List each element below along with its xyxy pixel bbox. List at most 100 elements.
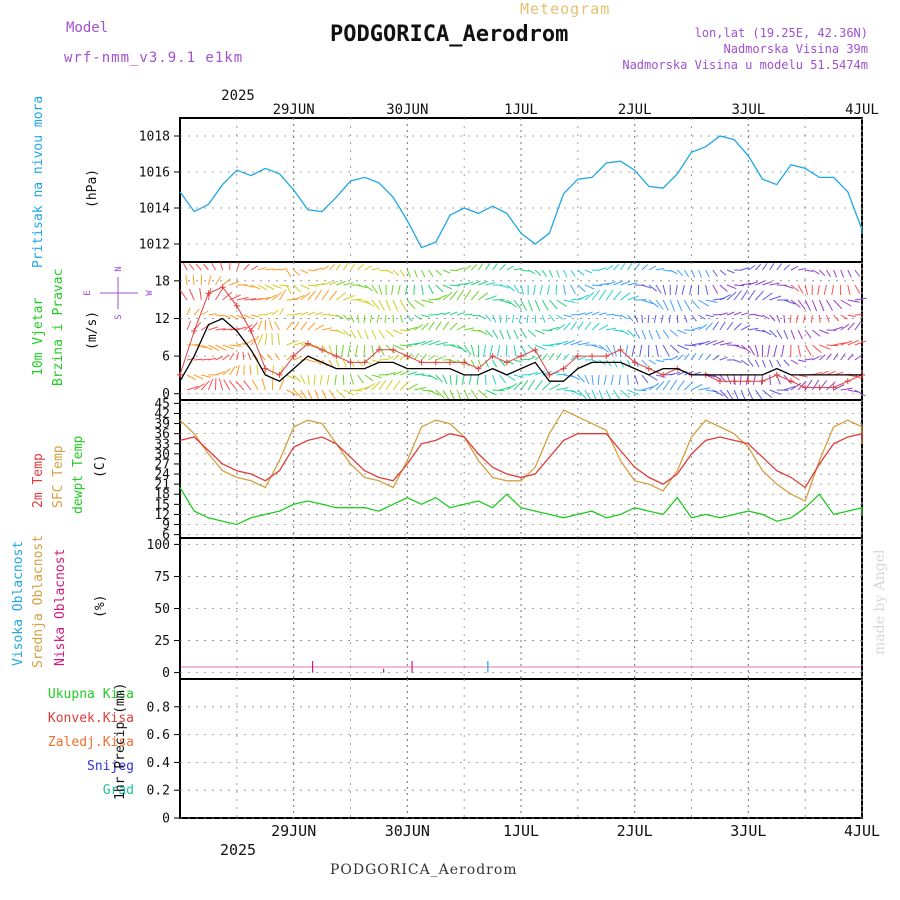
wind-arrow bbox=[392, 299, 399, 312]
wind-arrow bbox=[421, 269, 426, 278]
wind-arrow bbox=[428, 354, 436, 361]
wind-arrow bbox=[783, 264, 791, 271]
wind-arrow bbox=[620, 329, 630, 336]
wind-arrow bbox=[347, 344, 351, 357]
wind-arrow bbox=[783, 299, 796, 305]
wind-arrow bbox=[541, 381, 552, 391]
wind-arrow bbox=[520, 269, 529, 272]
wind-arrow bbox=[293, 374, 302, 383]
wind-arrow bbox=[354, 344, 359, 357]
wind-arrow bbox=[606, 327, 617, 331]
temp-tick-label: 42 bbox=[154, 407, 170, 422]
wind-arrow bbox=[492, 329, 499, 339]
wind-arrow bbox=[570, 374, 580, 381]
wind-arrow bbox=[207, 288, 212, 301]
wind-arrow bbox=[363, 314, 366, 324]
wind-arrow bbox=[350, 374, 355, 385]
wind-arrow bbox=[797, 329, 803, 340]
wind-arrow bbox=[606, 281, 616, 286]
gust-marker bbox=[432, 359, 439, 366]
wind-arrow bbox=[520, 358, 530, 361]
wind-tick-label: 18 bbox=[154, 274, 170, 289]
wind-arrow bbox=[307, 284, 318, 287]
wind-arrow bbox=[549, 326, 560, 331]
wind-arrow bbox=[541, 269, 547, 278]
wind-arrow bbox=[826, 269, 832, 278]
wind-arrow bbox=[840, 314, 848, 320]
wind-arrow bbox=[819, 380, 827, 391]
cloud-title-low: Niska Oblacnost bbox=[53, 549, 68, 666]
wind-arrow bbox=[435, 312, 444, 316]
wind-unit: (m/s) bbox=[85, 311, 100, 350]
wind-arrow bbox=[655, 374, 666, 378]
footer-station: PODGORICA_Aerodrom bbox=[330, 862, 518, 878]
wind-arrow bbox=[847, 353, 854, 361]
wind-arrow bbox=[677, 344, 689, 350]
wind-arrow bbox=[534, 380, 543, 391]
wind-arrow bbox=[286, 389, 298, 396]
gust-marker bbox=[333, 353, 340, 360]
wind-arrow bbox=[266, 353, 273, 361]
wind-arrow bbox=[549, 314, 555, 322]
temperature-panel: 2m Temp SFC Temp dewpt Temp (C) 69121518… bbox=[31, 397, 863, 543]
wind-arrow bbox=[250, 265, 259, 271]
wind-arrow bbox=[755, 263, 762, 271]
wind-arrow bbox=[236, 326, 247, 331]
wind-arrow bbox=[314, 312, 323, 316]
wind-arrow bbox=[634, 263, 640, 271]
wind-arrow bbox=[748, 313, 757, 316]
wind-arrow bbox=[435, 389, 445, 399]
wind-arrow bbox=[243, 284, 254, 288]
wind-arrow bbox=[748, 327, 759, 331]
wind-arrow bbox=[741, 312, 750, 316]
wind-arrow bbox=[819, 269, 826, 277]
wind-arrow bbox=[250, 314, 259, 318]
wind-arrow bbox=[499, 359, 506, 367]
wind-arrow bbox=[257, 284, 268, 291]
wind-arrow bbox=[186, 385, 199, 391]
wind-arrow bbox=[520, 329, 528, 339]
wind-arrow bbox=[215, 356, 224, 361]
wind-arrow bbox=[641, 374, 649, 384]
wind-arrow bbox=[300, 374, 306, 385]
wind-arrow bbox=[364, 383, 376, 391]
compass-rose: N S E W bbox=[83, 266, 155, 319]
wind-arrow bbox=[712, 321, 719, 331]
wind-arrow bbox=[612, 359, 618, 368]
wind-arrow bbox=[747, 344, 756, 356]
wind-arrow bbox=[610, 374, 614, 385]
gust-marker bbox=[205, 290, 212, 297]
wind-arrow bbox=[641, 386, 654, 391]
wind-arrow bbox=[513, 284, 520, 294]
wind-arrow bbox=[449, 344, 462, 350]
wind-arrow bbox=[506, 359, 514, 365]
wind-arrow bbox=[556, 269, 560, 278]
wind-arrow bbox=[200, 380, 210, 391]
wind-arrow bbox=[804, 344, 812, 356]
wind-arrow bbox=[847, 299, 860, 303]
temp-tick-label: 33 bbox=[154, 437, 170, 452]
wind-arrow bbox=[223, 379, 231, 391]
temp-tick-label: 9 bbox=[162, 518, 170, 533]
wind-arrow bbox=[627, 314, 634, 322]
wind-arrow bbox=[831, 284, 835, 295]
wind-arrow bbox=[754, 344, 759, 357]
wind-arrow bbox=[776, 329, 783, 339]
wind-arrow bbox=[741, 282, 752, 286]
gust-marker bbox=[574, 353, 581, 360]
wind-arrow bbox=[274, 321, 280, 331]
top-day-label: 2JUL bbox=[618, 102, 652, 118]
wind-arrow bbox=[243, 380, 252, 391]
wind-arrow bbox=[804, 329, 812, 339]
wind-arrow bbox=[392, 370, 403, 376]
gust-marker bbox=[290, 353, 297, 360]
wind-arrow bbox=[754, 359, 760, 368]
wind-arrow bbox=[755, 329, 766, 333]
wind-arrow bbox=[321, 265, 330, 271]
wind-arrow bbox=[818, 299, 825, 312]
wind-arrow bbox=[789, 314, 792, 324]
wind-arrow bbox=[236, 352, 239, 361]
wind-arrow bbox=[188, 288, 195, 301]
wind-arrow bbox=[534, 269, 542, 276]
wind-arrow bbox=[492, 389, 505, 392]
